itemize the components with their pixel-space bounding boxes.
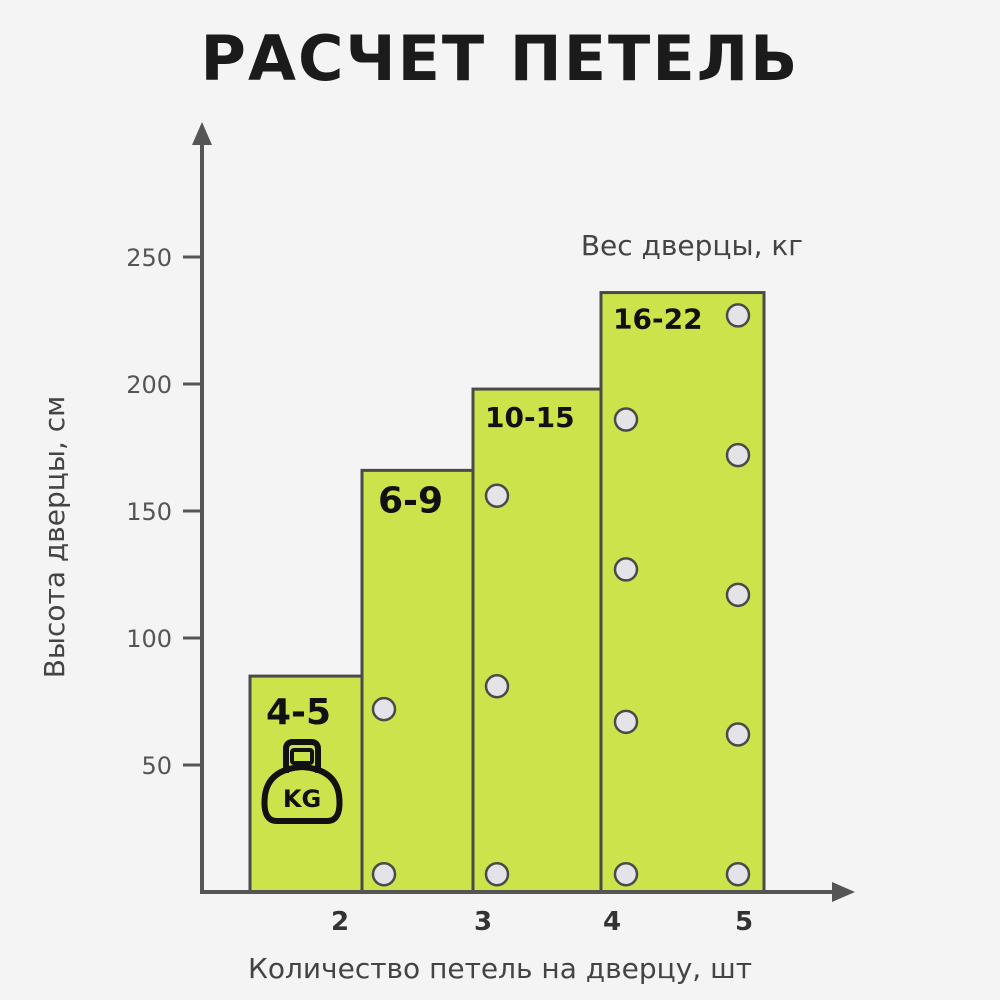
axes-layer	[192, 122, 855, 902]
hinge-dot	[371, 696, 397, 722]
x-tick-label: 5	[735, 907, 753, 937]
y-tick-label: 150	[126, 498, 172, 526]
hinge-dot	[613, 861, 639, 887]
hinge-dot	[484, 861, 510, 887]
hinge-dot	[725, 303, 751, 328]
y-axis-title: Высота дверцы, см	[38, 396, 71, 679]
hinge-dot	[613, 557, 639, 582]
weight-caption: Вес дверцы, кг	[581, 229, 803, 262]
y-tick-label: 100	[126, 625, 172, 653]
y-tick-label: 200	[126, 371, 172, 399]
svg-text:KG: KG	[283, 785, 321, 813]
hinge-dot	[725, 442, 751, 468]
x-axis-title: Количество петель на дверцу, шт	[248, 952, 752, 985]
hinge-dot	[725, 582, 751, 608]
weight-range-label: 16-22	[613, 303, 703, 336]
hinge-dot	[725, 861, 751, 887]
weight-range-label: 6-9	[378, 480, 443, 521]
hinge-dot	[613, 407, 639, 432]
hinge-dot	[484, 674, 510, 699]
chart-title: РАСЧЕТ ПЕТЕЛЬ	[200, 22, 800, 95]
ticks-layer: 50 100 150 200 250 2 3 4 5	[126, 244, 753, 937]
weight-range-label: 4-5	[266, 692, 331, 733]
hinge-dot	[613, 709, 639, 735]
x-tick-label: 2	[331, 907, 349, 937]
kettlebell-kg-icon: KG	[261, 739, 343, 824]
hinge-dot	[725, 722, 751, 747]
weight-range-label: 10-15	[485, 401, 575, 434]
y-tick-label: 50	[141, 752, 172, 780]
x-tick-label: 3	[474, 907, 492, 937]
bars-layer: 4-5 6-9 10-15 16-22	[248, 291, 766, 894]
hinge-dot	[371, 861, 397, 887]
y-axis-arrow	[192, 122, 212, 145]
hinge-dot	[484, 483, 510, 509]
x-tick-label: 4	[603, 907, 621, 937]
y-tick-label: 250	[126, 244, 172, 272]
labels-layer: Количество петель на дверцу, шт Высота д…	[38, 229, 803, 985]
x-axis-arrow	[832, 882, 855, 902]
